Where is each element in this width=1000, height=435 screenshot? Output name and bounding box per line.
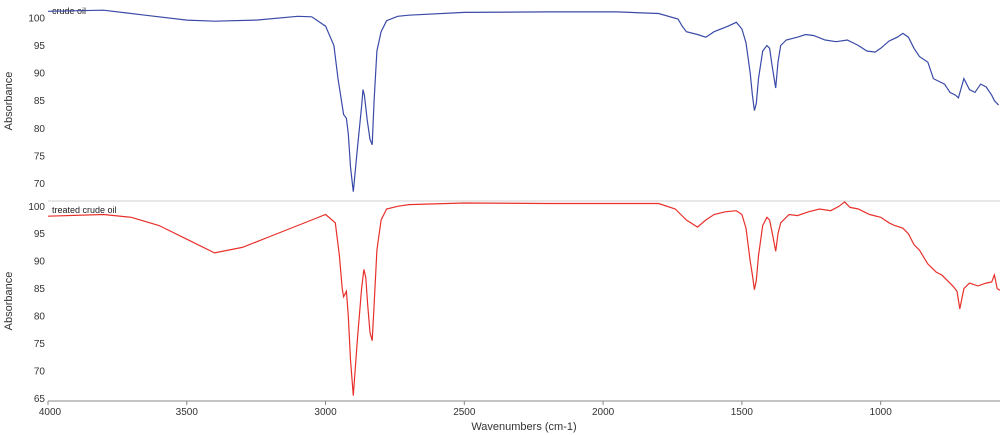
- x-tick-label: 2500: [453, 407, 476, 418]
- y-tick-label: 90: [34, 69, 46, 80]
- y-tick-label: 95: [34, 229, 46, 240]
- y-tick-label: 75: [34, 151, 46, 162]
- y-tick-label: 70: [34, 366, 46, 377]
- series-line-treated-crude-oil: [47, 201, 1000, 396]
- y-ticks-top: 100 95 90 85 80 75 70: [28, 13, 45, 190]
- y-tick-label: 80: [34, 124, 46, 135]
- x-tick-label: 1000: [870, 407, 893, 418]
- series-line-crude-oil: [47, 9, 1000, 192]
- x-ticks: 4000 3500 3000 2500 2000 1500 1000: [39, 401, 892, 418]
- panel-treated-crude-oil: treated crude oil Absorbance 100 95 90 85 80…: [3, 201, 1000, 405]
- x-tick-label: 3000: [314, 407, 337, 418]
- y-tick-label: 65: [34, 394, 46, 405]
- y-tick-label: 100: [28, 202, 45, 213]
- y-tick-label: 75: [34, 339, 46, 350]
- x-tick-label: 1500: [731, 407, 754, 418]
- x-axis-title: Wavenumbers (cm-1): [471, 421, 576, 433]
- y-tick-label: 80: [34, 312, 46, 323]
- y-tick-label: 100: [28, 13, 45, 24]
- x-tick-label: 3500: [176, 407, 199, 418]
- y-tick-label: 85: [34, 284, 46, 295]
- y-axis-title-bottom: Absorbance: [3, 272, 15, 331]
- y-tick-label: 70: [34, 179, 46, 190]
- y-axis-title-top: Absorbance: [3, 72, 15, 131]
- y-tick-label: 95: [34, 41, 46, 52]
- x-tick-label: 2000: [592, 407, 615, 418]
- y-tick-label: 90: [34, 257, 46, 268]
- x-tick-label: 4000: [39, 407, 62, 418]
- y-tick-label: 85: [34, 96, 46, 107]
- panel-label-treated-crude-oil: treated crude oil: [52, 205, 117, 215]
- y-ticks-bottom: 100 95 90 85 80 75 70 65: [28, 202, 45, 405]
